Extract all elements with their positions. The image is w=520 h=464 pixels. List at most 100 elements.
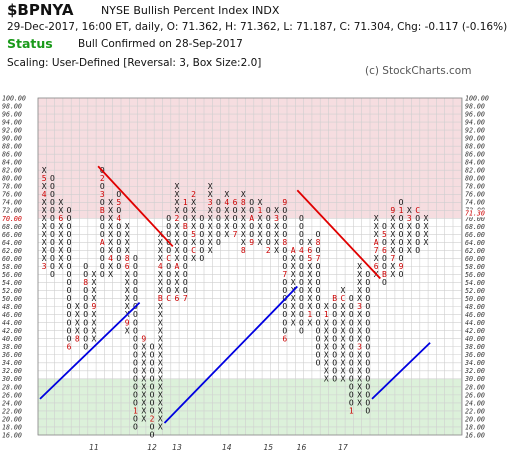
y-tick-label-left: 42.00 [2,327,22,335]
x-box: X [324,358,329,367]
o-box: O [365,407,370,416]
x-box: X [158,310,163,319]
month-mark: C [191,246,196,255]
y-tick-label-right: 36.00 [464,351,485,359]
o-box: O [332,302,337,311]
month-mark: 8 [241,198,246,207]
x-box: X [341,374,346,383]
o-box: O [365,302,370,311]
o-box: O [365,366,370,375]
o-box: O [282,286,287,295]
month-mark: 4 [158,262,163,271]
x-box: X [58,230,63,239]
plot-frame [37,97,463,436]
o-box: O [199,230,204,239]
o-box: O [399,254,404,263]
y-tick-label-left: 40.00 [2,335,22,343]
o-box: O [150,407,155,416]
month-mark: A [291,246,296,255]
x-box: X [108,214,113,223]
quote-line: 29-Dec-2017, 16:00 ET, daily, O: 71.362,… [7,21,508,33]
o-box: O [150,423,155,432]
x-box: X [158,326,163,335]
x-box: X [291,262,296,271]
o-box: O [415,230,420,239]
o-box: O [299,326,304,335]
month-mark: 3 [407,214,412,223]
o-box: O [133,350,138,359]
pnf-boxes: 3XXXXXXXX4X5XOOOOOOOOOOOOOXXXXXX6XX6OOOO… [42,166,429,440]
o-box: O [83,342,88,351]
y-tick-label-left: 24.00 [2,399,22,407]
o-box: O [365,278,370,287]
x-box: X [258,222,263,231]
x-box: X [374,230,379,239]
o-box: O [316,342,321,351]
o-box: O [349,318,354,327]
o-box: O [382,262,387,271]
o-box: O [150,399,155,408]
x-box: X [208,238,213,247]
x-box: X [141,382,146,391]
y-tick-label-left: 88.00 [2,143,22,151]
x-box: X [407,238,412,247]
x-box: X [341,366,346,375]
x-box: X [258,198,263,207]
month-mark: 4 [108,254,113,263]
x-box: X [158,366,163,375]
y-tick-label-right: 18.00 [465,423,485,431]
y-tick-label-right: 42.00 [465,327,485,335]
month-mark: 7 [183,294,188,303]
y-tick-label-right: 26.00 [465,391,485,399]
o-box: O [116,262,121,271]
o-box: O [382,238,387,247]
month-mark: 6 [233,198,238,207]
o-box: O [133,326,138,335]
y-tick-label-left: 50.00 [2,295,22,303]
o-box: O [282,302,287,311]
o-box: O [382,222,387,231]
y-tick-label-left: 60.00 [2,255,22,263]
x-box: X [191,214,196,223]
month-mark: 4 [224,198,229,207]
x-tick-label: 17 [338,443,348,452]
y-tick-label-left: 28.00 [2,383,22,391]
month-mark: C [415,206,420,215]
x-box: X [208,182,213,191]
o-box: O [249,230,254,239]
o-box: O [50,270,55,279]
o-box: O [233,206,238,215]
y-tick-label-left: 82.00 [2,167,22,175]
o-box: O [316,334,321,343]
month-mark: A [175,262,180,271]
o-box: O [133,278,138,287]
o-box: O [166,230,171,239]
o-box: O [50,230,55,239]
x-box: X [175,198,180,207]
y-tick-label-left: 98.00 [2,102,22,110]
x-box: X [407,230,412,239]
y-tick-label-left: 32.00 [1,367,22,375]
y-tick-label-left: 54.00 [2,279,22,287]
month-mark: 9 [399,262,404,271]
x-box: X [357,382,362,391]
x-box: X [307,262,312,271]
o-box: O [349,342,354,351]
month-mark: 9 [249,238,254,247]
month-mark: 1 [183,198,188,207]
x-box: X [141,358,146,367]
x-box: X [307,270,312,279]
x-box: X [424,214,429,223]
x-box: X [108,206,113,215]
x-box: X [92,294,97,303]
x-box: X [307,286,312,295]
x-box: X [258,214,263,223]
o-box: O [100,230,105,239]
month-mark: 2 [100,174,105,183]
o-box: O [150,390,155,399]
o-box: O [183,214,188,223]
x-box: X [58,222,63,231]
o-box: O [349,399,354,408]
x-box: X [357,374,362,383]
x-box: X [407,206,412,215]
